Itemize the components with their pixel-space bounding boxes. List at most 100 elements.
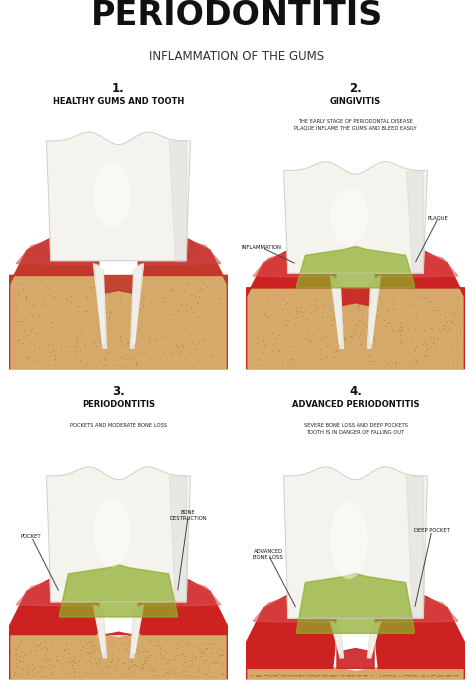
Point (30, 344, 37, 355)
Point (162, 647, 169, 658)
Point (23, 659, 30, 670)
Point (136, 360, 144, 371)
Point (421, 307, 428, 318)
Point (212, 285, 219, 296)
Point (276, 669, 283, 680)
Point (358, 313, 365, 324)
Point (136, 303, 144, 314)
Point (306, 670, 313, 681)
Point (351, 327, 359, 338)
Point (61, 360, 68, 371)
Point (341, 670, 349, 681)
Point (431, 669, 439, 680)
Point (182, 340, 189, 351)
Point (102, 307, 110, 318)
Point (266, 670, 273, 681)
Point (419, 670, 427, 681)
Point (370, 359, 377, 370)
Point (202, 668, 210, 679)
Point (65, 342, 73, 353)
Point (395, 317, 403, 328)
FancyBboxPatch shape (6, 72, 231, 376)
Point (50, 291, 57, 302)
Point (199, 637, 206, 648)
Point (449, 670, 456, 681)
Point (253, 331, 261, 342)
Point (22, 657, 30, 668)
Point (116, 330, 123, 341)
Point (430, 669, 438, 680)
Point (373, 289, 380, 300)
Point (52, 359, 59, 370)
Point (204, 659, 212, 670)
Polygon shape (367, 276, 381, 349)
Point (195, 338, 203, 349)
Point (180, 353, 188, 364)
Point (117, 298, 125, 309)
Point (262, 670, 269, 681)
Polygon shape (143, 238, 221, 265)
Point (355, 331, 362, 342)
Point (201, 298, 209, 309)
Text: PERIODONTITIS: PERIODONTITIS (82, 400, 155, 409)
Text: INFLAMMATION: INFLAMMATION (242, 245, 282, 250)
Point (165, 356, 173, 367)
Point (188, 336, 195, 347)
Point (329, 351, 337, 362)
Point (128, 359, 135, 370)
Point (134, 644, 142, 655)
Point (17, 650, 24, 661)
Point (295, 670, 303, 681)
Point (259, 329, 266, 340)
Point (321, 670, 329, 681)
Point (428, 325, 436, 336)
Point (319, 669, 327, 680)
Point (215, 293, 222, 304)
Point (257, 670, 265, 681)
Point (132, 358, 140, 369)
Point (382, 669, 389, 680)
Point (355, 315, 363, 326)
Point (401, 311, 408, 322)
Point (173, 342, 181, 353)
Point (42, 301, 49, 312)
Point (120, 638, 128, 649)
Point (337, 307, 345, 318)
Point (429, 336, 437, 347)
Point (253, 670, 260, 681)
Polygon shape (283, 162, 428, 273)
Point (28, 665, 36, 676)
Point (192, 652, 200, 664)
Point (65, 282, 73, 293)
Point (219, 659, 227, 670)
Point (392, 359, 400, 370)
Point (142, 656, 149, 667)
Point (197, 637, 205, 648)
Point (376, 669, 383, 680)
Point (164, 666, 171, 677)
Point (261, 669, 268, 680)
Point (411, 670, 419, 681)
Point (274, 351, 282, 362)
Polygon shape (333, 276, 341, 344)
Point (182, 650, 189, 661)
Point (32, 287, 40, 298)
Point (153, 655, 160, 666)
Point (63, 294, 70, 305)
Point (50, 660, 58, 671)
Point (397, 322, 405, 333)
Point (396, 309, 403, 320)
Point (410, 300, 418, 311)
Point (71, 349, 79, 360)
Point (151, 320, 159, 331)
Point (367, 356, 375, 367)
Point (374, 311, 382, 322)
Point (322, 331, 329, 342)
Point (76, 650, 84, 661)
Point (295, 670, 303, 681)
Point (296, 670, 304, 681)
Point (277, 669, 284, 680)
Point (425, 316, 432, 327)
Point (255, 353, 263, 364)
Point (153, 664, 160, 675)
